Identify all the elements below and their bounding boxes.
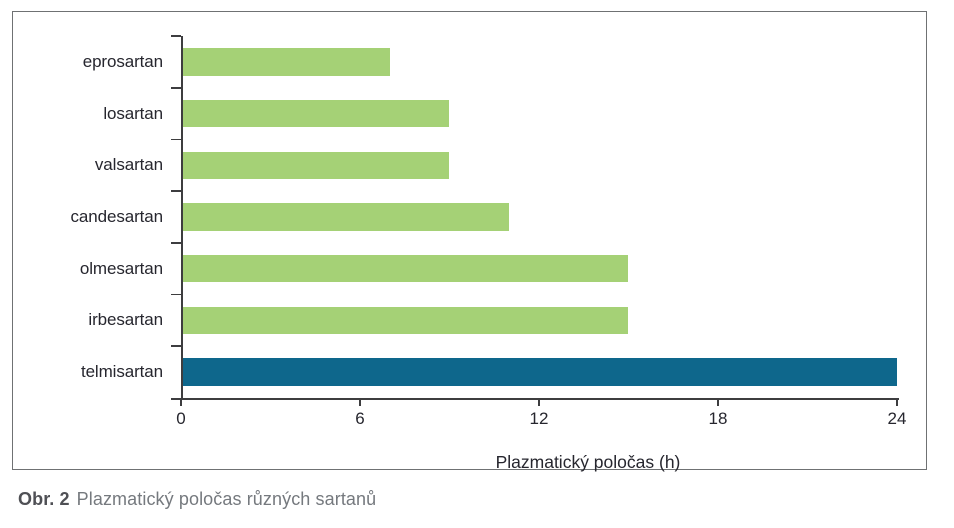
- bar-valsartan: [182, 151, 450, 180]
- y-axis-tick: [171, 293, 181, 296]
- y-axis-tick: [171, 138, 181, 141]
- x-axis-tick-18: [717, 398, 719, 406]
- y-axis-tick: [171, 190, 181, 193]
- y-axis-tick: [171, 35, 181, 37]
- bar-olmesartan: [182, 254, 629, 283]
- figure-caption: Obr. 2 Plazmatický poločas různých sartan…: [18, 489, 376, 510]
- chart-frame: Plazmatický poločas (h) eprosartan losart…: [12, 11, 927, 472]
- caption-text: Plazmatický poločas různých sartanů: [76, 489, 377, 509]
- bar-candesartan: [182, 203, 510, 231]
- category-label-candesartan: candesartan: [70, 206, 164, 226]
- x-axis-tick-6: [359, 398, 361, 406]
- x-tick-label-0: 0: [176, 409, 186, 428]
- x-axis-tick-12: [538, 398, 540, 406]
- bar-irbesartan: [182, 306, 629, 335]
- category-label-valsartan: valsartan: [94, 155, 163, 175]
- y-axis-tick: [171, 241, 181, 244]
- bar-losartan: [182, 99, 450, 128]
- x-axis: [171, 398, 899, 400]
- x-tick-label-18: 18: [708, 409, 728, 428]
- x-tick-label-6: 6: [355, 409, 365, 428]
- category-label-telmisartan: telmisartan: [80, 362, 163, 382]
- category-label-olmesartan: olmesartan: [79, 258, 163, 278]
- x-axis-title: Plazmatický poločas (h): [495, 452, 681, 472]
- bar-telmisartan: [182, 358, 897, 386]
- x-tick-label-12: 12: [529, 409, 549, 428]
- x-axis-tick-24: [896, 398, 898, 406]
- x-tick-label-24: 24: [887, 409, 907, 428]
- caption-number-label: Obr. 2: [18, 489, 70, 509]
- category-label-losartan: losartan: [103, 103, 163, 123]
- x-axis-tick-0: [180, 398, 182, 406]
- category-label-eprosartan: eprosartan: [82, 51, 163, 71]
- y-axis: [181, 36, 183, 398]
- category-label-irbesartan: irbesartan: [88, 310, 163, 330]
- y-axis-tick: [171, 86, 181, 89]
- bar-eprosartan: [182, 48, 390, 76]
- y-axis-tick: [171, 345, 181, 348]
